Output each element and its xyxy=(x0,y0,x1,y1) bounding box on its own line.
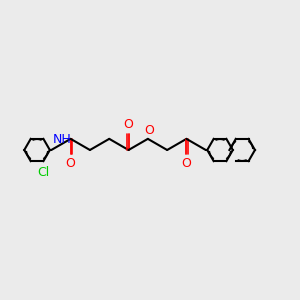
Text: O: O xyxy=(124,118,134,131)
Text: O: O xyxy=(144,124,154,137)
Text: Cl: Cl xyxy=(37,167,50,179)
Text: O: O xyxy=(182,158,191,170)
Text: O: O xyxy=(66,158,76,170)
Text: NH: NH xyxy=(53,133,72,146)
